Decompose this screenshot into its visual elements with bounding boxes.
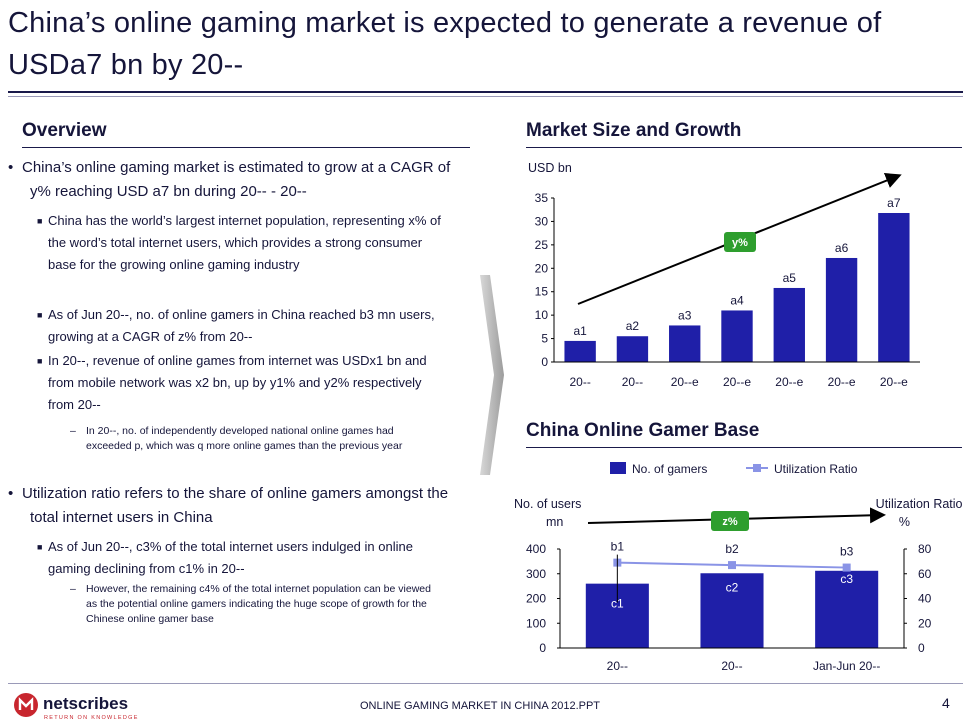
- y-axis-label-right: Utilization Ratio %: [876, 497, 966, 529]
- x-tick-label: 20--: [721, 659, 742, 673]
- bar: [878, 212, 910, 362]
- bar: [616, 336, 649, 362]
- ratio-point: [842, 563, 851, 572]
- overview-bullet-2: • Utilization ratio refers to the share …: [8, 482, 452, 530]
- logo-text: netscribes: [43, 694, 128, 713]
- market-size-chart: USD bn 0 5 10 15 20 25 30 35 a1 a2 a3 a4 a5 a6 a7 20-…: [528, 161, 920, 389]
- dash-bullet-icon: –: [70, 425, 76, 437]
- bar-data-label: a3: [678, 308, 692, 322]
- bar: [564, 340, 596, 362]
- ratio-point: [728, 561, 736, 570]
- bar: [669, 325, 701, 362]
- bar: [721, 310, 753, 362]
- title-rule: [8, 91, 963, 93]
- x-tick-label: 20--e: [671, 375, 699, 389]
- bar-data-label: a1: [573, 324, 587, 338]
- y-axis-label: USD bn: [528, 161, 572, 175]
- overview-sub-bullet-2: ■ As of Jun 20--, no. of online gamers i…: [37, 304, 448, 348]
- overview-sub-bullet-1: ■ China has the world’s largest internet…: [37, 210, 448, 276]
- bar-data-label: c1: [611, 597, 624, 611]
- y-tick-label-right: 20: [918, 616, 932, 630]
- title-rule-light: [8, 96, 963, 97]
- x-tick-label: Jan-Jun 20--: [813, 659, 880, 673]
- x-tick-label: 20--: [607, 659, 628, 673]
- x-tick-label: 20--e: [828, 375, 856, 389]
- bar-data-label: a2: [626, 319, 640, 333]
- y-tick-label: 35: [535, 191, 549, 205]
- legend-gamers-label: No. of gamers: [632, 462, 707, 476]
- footer-title: ONLINE GAMING MARKET IN CHINA 2012.PPT: [360, 700, 601, 712]
- market-size-rule: [526, 147, 962, 148]
- y-tick-label-right: 40: [918, 592, 932, 606]
- bar: [825, 257, 858, 362]
- gamer-base-chart: No. of gamers Utilization Ratio No. of u…: [514, 462, 966, 673]
- y-tick-label: 25: [535, 238, 549, 252]
- gamer-cagr-badge: [711, 511, 749, 531]
- footer-rule: [8, 683, 963, 684]
- gamer-base-rule: [526, 447, 962, 448]
- ratio-data-label: b3: [840, 545, 854, 559]
- gamer-base-heading: China Online Gamer Base: [526, 420, 760, 441]
- legend-ratio-label: Utilization Ratio: [774, 462, 858, 476]
- x-tick-label: 20--e: [723, 375, 751, 389]
- bullet-dot-icon: •: [8, 485, 14, 502]
- bar: [700, 573, 764, 648]
- page-number: 4: [942, 695, 950, 711]
- y-tick-label: 0: [541, 355, 548, 369]
- slide-title: China’s online gaming market is expected…: [8, 7, 882, 81]
- square-bullet-icon: ■: [37, 542, 43, 552]
- bar-data-label: a7: [887, 196, 901, 210]
- y-tick-label-left: 100: [526, 616, 546, 630]
- cagr-badge: [724, 232, 756, 252]
- bar-data-label: a6: [835, 241, 849, 255]
- y-tick-label: 20: [535, 261, 549, 275]
- bar: [773, 287, 805, 362]
- legend-ratio-marker: [753, 464, 761, 472]
- market-size-heading: Market Size and Growth: [526, 120, 742, 141]
- square-bullet-icon: ■: [37, 216, 43, 226]
- bullet-dot-icon: •: [8, 159, 14, 176]
- bar-data-label: c2: [726, 580, 739, 594]
- x-tick-label: 20--: [622, 375, 643, 389]
- y-tick-label-right: 0: [918, 641, 925, 655]
- overview-sub-bullet-3: ■ In 20--, revenue of online games from …: [37, 350, 448, 416]
- y-axis-label-left: No. of users mn: [514, 497, 585, 529]
- y-tick-label: 30: [535, 214, 549, 228]
- overview-heading: Overview: [22, 120, 107, 141]
- y-tick-label-left: 400: [526, 542, 546, 556]
- y-tick-label: 10: [535, 308, 549, 322]
- netscribes-logo: netscribes RETURN ON KNOWLEDGE: [14, 693, 139, 721]
- x-tick-label: 20--: [569, 375, 590, 389]
- x-tick-label: 20--e: [880, 375, 908, 389]
- y-tick-label-left: 300: [526, 567, 546, 581]
- bar-data-label: a4: [730, 293, 744, 307]
- dash-bullet-icon: –: [70, 583, 76, 595]
- y-tick-label: 5: [541, 332, 548, 346]
- cagr-badge-label: y%: [732, 237, 748, 249]
- ratio-data-label: b1: [611, 540, 625, 554]
- x-tick-label: 20--e: [775, 375, 803, 389]
- square-bullet-icon: ■: [37, 310, 43, 320]
- bar: [815, 570, 879, 648]
- bar-data-label: c3: [840, 572, 853, 586]
- overview-bullet-1: • China’s online gaming market is estima…: [8, 156, 452, 204]
- overview-sub-sub-bullet-2: – However, the remaining c4% of the tota…: [70, 583, 431, 625]
- legend-gamers-swatch: [610, 462, 626, 474]
- square-bullet-icon: ■: [37, 356, 43, 366]
- y-tick-label: 15: [535, 285, 549, 299]
- gamer-cagr-label: z%: [722, 516, 738, 528]
- chevron-arrow-icon: [480, 275, 504, 475]
- overview-rule: [22, 147, 470, 148]
- bar-data-label: a5: [783, 271, 797, 285]
- y-tick-label-right: 80: [918, 542, 932, 556]
- overview-sub-bullet-4: ■ As of Jun 20--, c3% of the total inter…: [37, 536, 448, 580]
- y-tick-label-left: 200: [526, 592, 546, 606]
- logo-mark-glyph-icon: [18, 697, 34, 710]
- ratio-data-label: b2: [725, 542, 739, 556]
- y-tick-label-left: 0: [539, 641, 546, 655]
- logo-tagline: RETURN ON KNOWLEDGE: [44, 715, 139, 721]
- overview-sub-sub-bullet-1: – In 20--, no. of independently develope…: [70, 425, 403, 452]
- y-tick-label-right: 60: [918, 567, 932, 581]
